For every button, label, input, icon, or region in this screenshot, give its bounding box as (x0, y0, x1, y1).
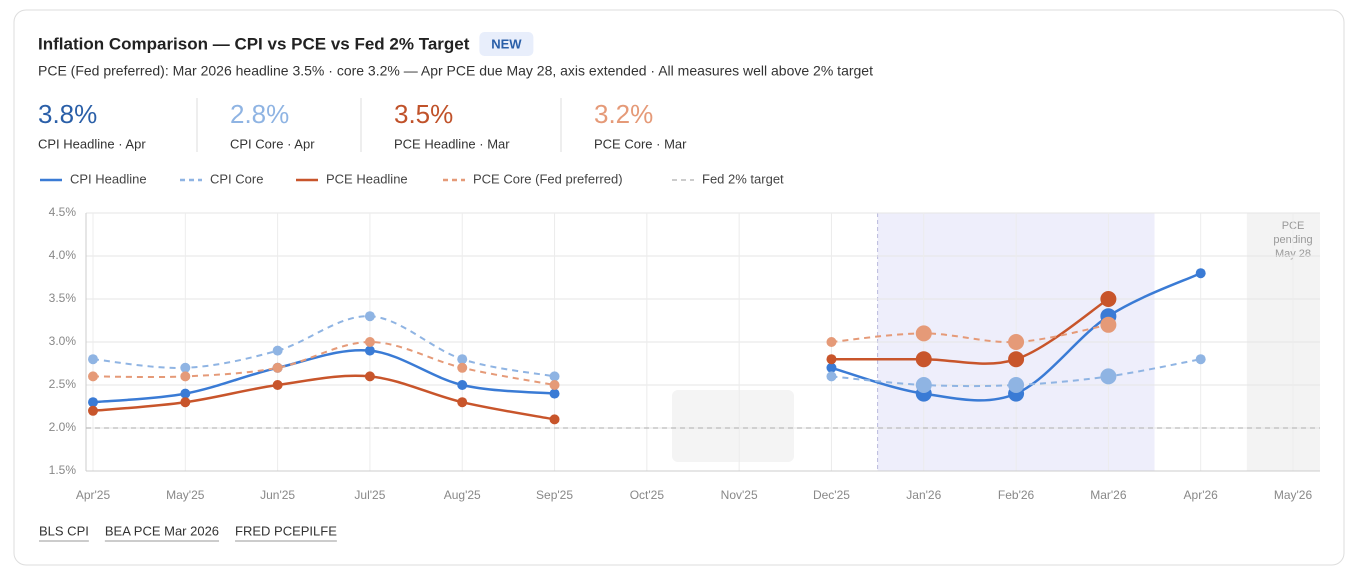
kpi-value: 3.8% (38, 99, 97, 129)
data-point (88, 354, 98, 365)
x-tick-label: May'26 (1274, 488, 1313, 502)
data-point (1008, 334, 1025, 350)
data-point (88, 405, 98, 416)
x-tick-label: Nov'25 (721, 488, 758, 502)
x-tick-label: Feb'26 (998, 488, 1035, 502)
x-tick-label: Jul'25 (354, 488, 385, 502)
series-line (92, 348, 555, 404)
data-point (1100, 316, 1117, 333)
data-point (549, 380, 560, 390)
kpi-value: 2.8% (230, 99, 289, 129)
legend-label: PCE Headline (326, 171, 408, 186)
y-tick-label: 4.5% (49, 205, 77, 219)
data-point (1100, 291, 1117, 307)
data-point (364, 345, 375, 356)
y-tick-label: 2.0% (49, 420, 77, 434)
x-tick-label: Aug'25 (444, 488, 481, 502)
badge-text: NEW (491, 36, 522, 51)
data-point (915, 377, 932, 393)
data-point (915, 351, 932, 368)
data-point (88, 371, 98, 382)
source-link[interactable]: FRED PCEPILFE (235, 523, 337, 538)
data-point (1195, 268, 1206, 279)
data-point (272, 380, 283, 390)
series-line (831, 297, 1110, 365)
legend-label: CPI Core (210, 171, 263, 186)
data-point (1008, 351, 1025, 368)
title: Inflation Comparison — CPI vs PCE vs Fed… (38, 34, 470, 53)
source-link[interactable]: BEA PCE Mar 2026 (105, 523, 219, 538)
data-point (180, 397, 191, 408)
data-point (364, 311, 375, 322)
tooltip-ghost (672, 390, 794, 462)
data-point (549, 371, 560, 382)
data-point (549, 388, 560, 399)
x-tick-label: Apr'26 (1184, 488, 1219, 502)
kpi-label: CPI Core · Apr (230, 136, 315, 151)
legend-label: PCE Core (Fed preferred) (473, 171, 623, 186)
data-point (180, 362, 191, 373)
data-point (457, 354, 468, 365)
data-point (457, 380, 468, 390)
data-point (88, 397, 98, 408)
data-point (826, 337, 837, 347)
data-point (364, 337, 375, 347)
x-tick-label: Apr'25 (76, 488, 111, 502)
kpi-value: 3.5% (394, 99, 453, 129)
subtitle: PCE (Fed preferred): Mar 2026 headline 3… (38, 63, 873, 79)
legend-label: CPI Headline (70, 171, 147, 186)
chart: CPI Headline CPI Core PCE Headline PCE Core… (40, 171, 1320, 502)
y-tick-label: 1.5% (49, 463, 77, 477)
legend-label: Fed 2% target (702, 171, 784, 186)
kpi-value: 3.2% (594, 99, 653, 129)
series-line (92, 315, 555, 378)
data-point (1008, 377, 1025, 393)
data-point (1100, 368, 1117, 385)
data-point (364, 371, 375, 382)
y-tick-label: 2.5% (49, 377, 77, 391)
x-tick-label: Sep'25 (536, 488, 573, 502)
kpi-label: PCE Headline · Mar (394, 136, 510, 151)
x-tick-label: Mar'26 (1090, 488, 1127, 502)
data-point (549, 414, 560, 425)
data-point (457, 397, 468, 408)
data-point (180, 388, 191, 399)
y-tick-label: 4.0% (49, 248, 77, 262)
badge (479, 32, 534, 56)
data-point (272, 362, 283, 373)
y-tick-label: 3.0% (49, 334, 77, 348)
data-point (180, 371, 191, 382)
data-point (826, 371, 837, 382)
x-tick-label: Jan'26 (906, 488, 941, 502)
series-line (92, 340, 555, 386)
y-tick-label: 3.5% (49, 291, 77, 305)
x-tick-label: Dec'25 (813, 488, 850, 502)
data-point (457, 362, 468, 373)
data-point (272, 345, 283, 356)
data-point (826, 354, 837, 365)
source-link[interactable]: BLS CPI (39, 523, 89, 538)
series-line (831, 358, 1201, 388)
x-tick-label: Jun'25 (260, 488, 295, 502)
x-tick-label: Oct'25 (630, 488, 665, 502)
x-tick-label: May'25 (166, 488, 205, 502)
data-point (915, 325, 932, 342)
data-point (826, 362, 837, 373)
data-point (1195, 354, 1206, 365)
series-line (92, 374, 555, 421)
kpi-label: PCE Core · Mar (594, 136, 687, 151)
kpi-label: CPI Headline · Apr (38, 136, 146, 151)
